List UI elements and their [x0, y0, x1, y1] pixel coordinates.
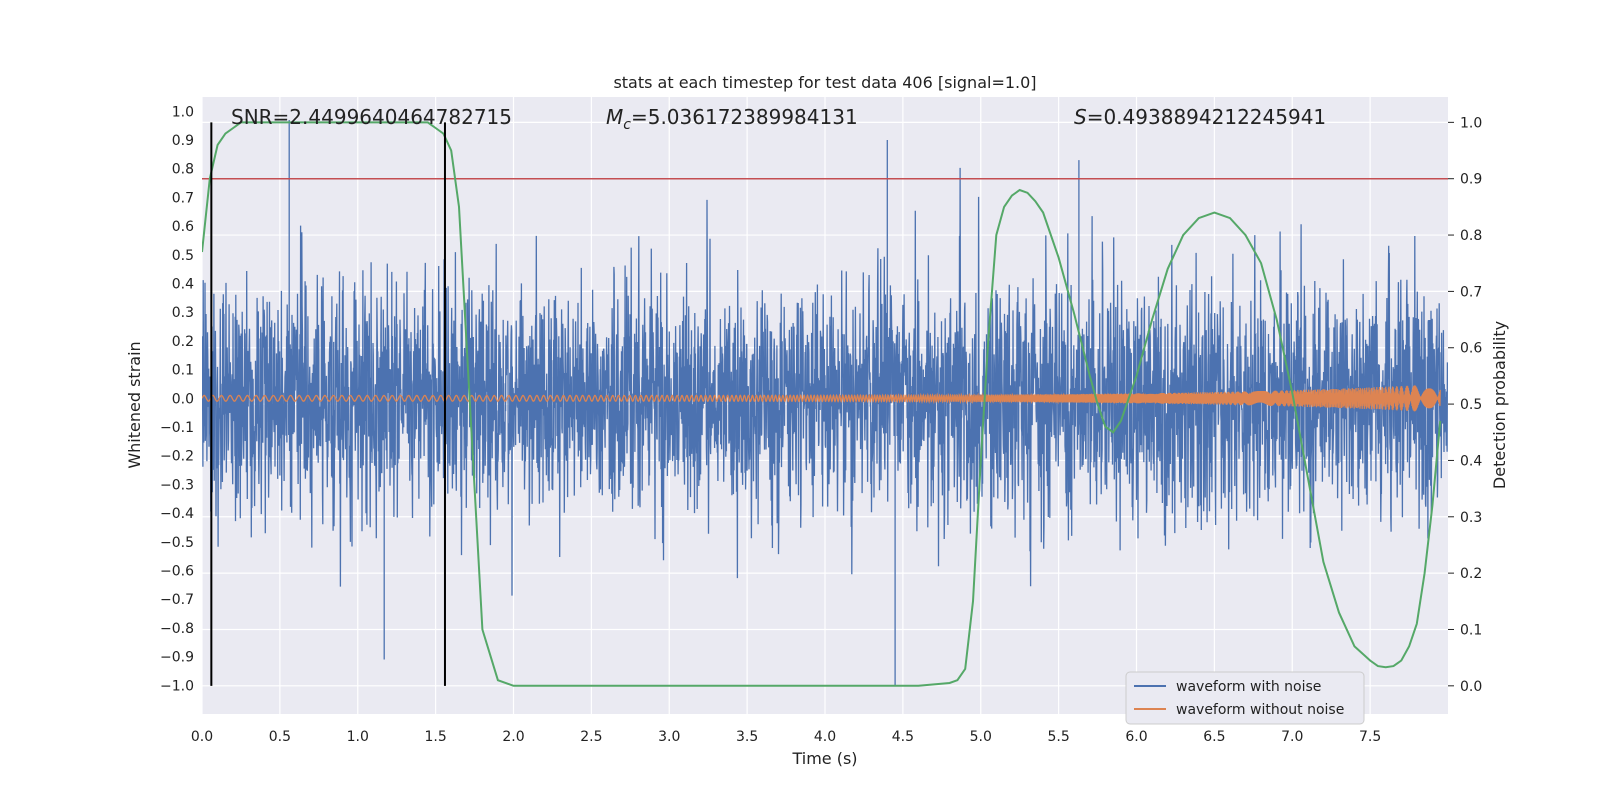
x-tick-label-5: 2.5: [580, 729, 602, 745]
y-tick-label-4: 0.6: [172, 219, 194, 235]
x-tick-label-11: 5.5: [1047, 729, 1069, 745]
y-right-tick-label-5: 0.5: [1460, 397, 1482, 413]
waveform-with-noise-line: [202, 120, 1448, 686]
y-right-tick-label-3: 0.7: [1460, 284, 1482, 300]
x-tick-label-3: 1.5: [424, 729, 446, 745]
y-right-tick-label-6: 0.4: [1460, 453, 1482, 469]
x-tick-label-7: 3.5: [736, 729, 758, 745]
legend: waveform with noise waveform without noi…: [1125, 671, 1365, 725]
y-tick-label-8: 0.2: [172, 334, 194, 350]
x-tick-label-4: 2.0: [502, 729, 524, 745]
y-tick-label-1: 0.9: [172, 133, 194, 149]
x-tick-label-2: 1.0: [347, 729, 369, 745]
y-tick-label-16: −0.6: [160, 564, 194, 580]
x-tick-label-15: 7.5: [1359, 729, 1381, 745]
y-right-tick-label-2: 0.8: [1460, 228, 1482, 244]
chart-title: stats at each timestep for test data 406…: [613, 73, 1036, 92]
y-tick-label-11: −0.1: [160, 420, 194, 436]
y-tick-label-13: −0.3: [160, 477, 194, 493]
y-tick-label-2: 0.8: [172, 162, 194, 178]
y-right-tick-label-9: 0.1: [1460, 622, 1482, 638]
y-right-axis-label: Detection probability: [1490, 321, 1509, 489]
x-tick-label-1: 0.5: [269, 729, 291, 745]
y-right-tick-label-8: 0.2: [1460, 566, 1482, 582]
waveform-without-noise-line: [202, 385, 1441, 412]
y-tick-label-12: −0.2: [160, 449, 194, 465]
y-right-tick-label-0: 1.0: [1460, 115, 1482, 131]
snr-annotation: SNR=2.4499640464782715: [231, 105, 512, 129]
y-right-tick-label-10: 0.0: [1460, 679, 1482, 695]
x-tick-labels: 0.0 0.5 1.0 1.5 2.0 2.5 3.0 3.5 4.0 4.5 5.0 5.5 6.0 6…: [191, 729, 1381, 745]
y-tick-label-15: −0.5: [160, 535, 194, 551]
x-tick-label-8: 4.0: [814, 729, 836, 745]
chirp-mass-annotation: Mc=5.036172389984131: [606, 105, 858, 133]
x-tick-label-10: 5.0: [970, 729, 992, 745]
y-tick-label-17: −0.7: [160, 592, 194, 608]
legend-box: [1125, 671, 1365, 725]
x-axis-label: Time (s): [791, 749, 857, 768]
x-tick-label-14: 7.0: [1281, 729, 1303, 745]
legend-noisy-label: waveform with noise: [1176, 679, 1321, 695]
y-right-tick-label-1: 0.9: [1460, 172, 1482, 188]
y-tick-label-20: −1.0: [160, 678, 194, 694]
x-tick-label-12: 6.0: [1125, 729, 1147, 745]
y-tick-label-14: −0.4: [160, 506, 194, 522]
s-annotation: S=0.4938894212245941: [1074, 105, 1326, 129]
detection-probability-line: [202, 121, 1442, 687]
x-tick-label-9: 4.5: [892, 729, 914, 745]
y-tick-label-5: 0.5: [172, 248, 194, 264]
x-tick-label-0: 0.0: [191, 729, 213, 745]
y-tick-label-6: 0.4: [172, 277, 194, 293]
y-tick-label-10: 0.0: [172, 391, 194, 407]
y-tick-label-18: −0.8: [160, 621, 194, 637]
y-axis-label: Whitened strain: [125, 341, 144, 468]
y-tick-label-7: 0.3: [172, 305, 194, 321]
y-tick-label-0: 1.0: [172, 104, 194, 120]
y-right-tick-labels: 1.0 0.9 0.8 0.7 0.6 0.5 0.4 0.3 0.2 0.1 0.0: [1448, 115, 1482, 695]
y-right-tick-label-7: 0.3: [1460, 510, 1482, 526]
x-tick-label-6: 3.0: [658, 729, 680, 745]
x-tick-label-13: 6.5: [1203, 729, 1225, 745]
y-tick-labels: 1.0 0.9 0.8 0.7 0.6 0.5 0.4 0.3 0.2 0.1 0.0 −0.1 −0.…: [160, 104, 194, 694]
y-tick-label-9: 0.1: [172, 363, 194, 379]
y-right-tick-label-4: 0.6: [1460, 341, 1482, 357]
legend-clean-label: waveform without noise: [1176, 702, 1344, 718]
y-tick-label-3: 0.7: [172, 190, 194, 206]
y-tick-label-19: −0.9: [160, 650, 194, 666]
